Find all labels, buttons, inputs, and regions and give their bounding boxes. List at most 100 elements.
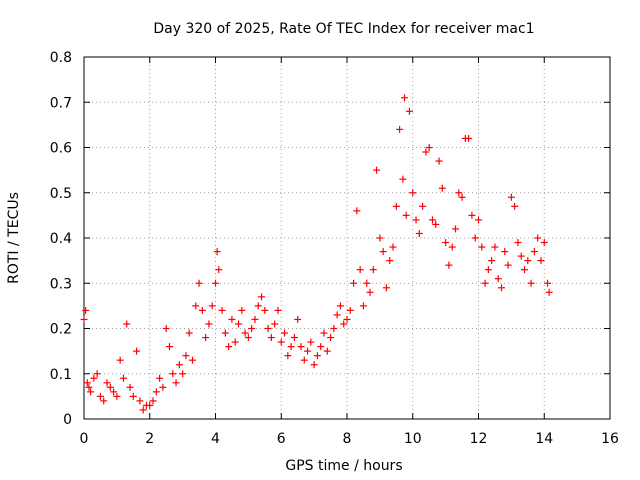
data-point [409, 189, 417, 197]
data-point [96, 392, 104, 400]
data-point [340, 320, 348, 328]
data-point [428, 216, 436, 224]
y-axis-label: ROTI / TECUs [6, 192, 22, 284]
data-point [435, 157, 443, 165]
data-point [333, 311, 341, 319]
data-point [116, 356, 124, 364]
data-point [218, 306, 226, 314]
data-point [93, 370, 101, 378]
data-point [113, 392, 121, 400]
data-point [90, 374, 98, 382]
data-point [445, 261, 453, 269]
data-point [376, 234, 384, 242]
data-point [475, 216, 482, 224]
data-point [501, 248, 509, 256]
y-tick-label: 0.5 [50, 186, 72, 202]
data-point [320, 329, 328, 337]
data-point [248, 325, 256, 332]
data-point [221, 329, 229, 337]
x-tick-label: 4 [211, 431, 220, 447]
data-point [540, 239, 548, 247]
data-point [123, 320, 131, 328]
data-point [392, 202, 400, 210]
data-point [448, 243, 456, 251]
data-point [442, 239, 450, 247]
gridlines [84, 57, 610, 419]
data-point [402, 211, 410, 219]
data-point [412, 216, 420, 224]
data-point [313, 352, 321, 360]
x-axis-label: GPS time / hours [285, 458, 402, 474]
y-tick-labels: 0 0.1 0.2 0.3 0.4 0.5 0.6 0.7 0.8 [50, 50, 72, 428]
data-point [202, 334, 210, 342]
data-point [458, 193, 466, 201]
data-point [182, 352, 190, 360]
x-tick-labels: 0 2 4 6 8 10 12 14 16 [80, 431, 619, 447]
data-point [343, 315, 351, 323]
data-point [133, 347, 141, 355]
data-point [297, 343, 305, 351]
data-point [478, 243, 486, 251]
data-point [139, 406, 147, 414]
y-tick-label: 0.3 [50, 276, 72, 292]
data-point [438, 184, 446, 192]
y-tick-label: 0.4 [50, 231, 72, 247]
data-point [254, 302, 262, 310]
data-point [185, 329, 193, 337]
data-point [165, 343, 173, 351]
data-point [241, 329, 249, 337]
data-point [534, 234, 542, 242]
data-point [336, 302, 344, 310]
data-point [481, 279, 489, 287]
data-point [537, 257, 545, 265]
data-point [103, 379, 111, 387]
data-point [205, 320, 213, 328]
data-point [517, 252, 525, 260]
data-point [382, 284, 390, 292]
data-point [455, 189, 463, 197]
data-point [386, 257, 394, 265]
data-point [110, 388, 118, 396]
data-point [258, 293, 266, 301]
data-point [162, 325, 170, 332]
data-point [527, 279, 535, 287]
data-point [83, 379, 91, 387]
data-point [422, 148, 430, 156]
data-point [521, 266, 529, 274]
y-tick-label: 0.8 [50, 50, 72, 66]
x-tick-label: 16 [601, 431, 619, 447]
data-point [271, 320, 279, 328]
data-point [235, 320, 243, 328]
data-point [514, 239, 522, 247]
data-point [379, 248, 387, 256]
y-tick-label: 0.6 [50, 141, 72, 157]
x-tick-label: 0 [80, 431, 89, 447]
data-point [82, 306, 90, 314]
data-point [80, 315, 88, 323]
data-point [353, 207, 361, 215]
data-point [530, 248, 538, 256]
data-point [212, 279, 219, 287]
data-point [491, 243, 499, 251]
data-point [307, 338, 315, 346]
data-point [323, 347, 331, 355]
data-point [159, 383, 167, 391]
data-point [208, 302, 216, 310]
x-tick-label: 12 [470, 431, 488, 447]
data-point [192, 302, 200, 310]
data-point [126, 383, 134, 391]
data-point [294, 315, 302, 323]
data-point [363, 279, 371, 287]
data-point [544, 279, 552, 287]
data-point [169, 370, 177, 378]
data-point [465, 134, 473, 142]
data-points [80, 94, 553, 414]
data-point [504, 261, 512, 269]
data-point [415, 229, 423, 237]
data-point [327, 334, 335, 342]
data-point [146, 401, 154, 409]
data-point [251, 315, 259, 323]
data-point [356, 266, 364, 274]
data-point [290, 334, 298, 342]
